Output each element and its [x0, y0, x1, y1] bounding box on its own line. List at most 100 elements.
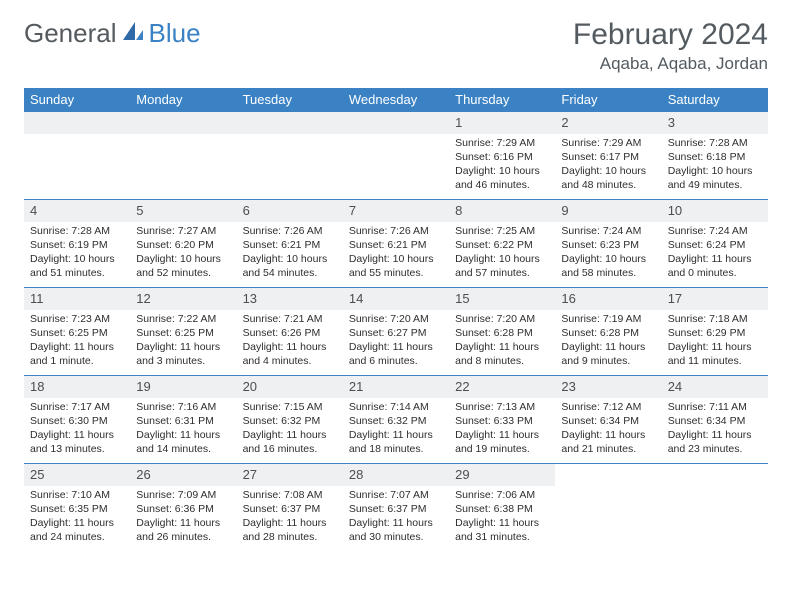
day-details: Sunrise: 7:18 AMSunset: 6:29 PMDaylight:… — [662, 310, 768, 373]
day-header: Monday — [130, 88, 236, 112]
day-number: 10 — [662, 200, 768, 222]
daylight-line: Daylight: 10 hours and 51 minutes. — [30, 252, 124, 280]
day-number: 11 — [24, 288, 130, 310]
sunset-line: Sunset: 6:29 PM — [668, 326, 762, 340]
sunrise-line: Sunrise: 7:20 AM — [349, 312, 443, 326]
sunset-line: Sunset: 6:32 PM — [243, 414, 337, 428]
sunset-line: Sunset: 6:35 PM — [30, 502, 124, 516]
day-details: Sunrise: 7:20 AMSunset: 6:28 PMDaylight:… — [449, 310, 555, 373]
daylight-line: Daylight: 11 hours and 24 minutes. — [30, 516, 124, 544]
calendar-week: 18Sunrise: 7:17 AMSunset: 6:30 PMDayligh… — [24, 376, 768, 464]
day-number: 24 — [662, 376, 768, 398]
daylight-line: Daylight: 10 hours and 55 minutes. — [349, 252, 443, 280]
daylight-line: Daylight: 11 hours and 23 minutes. — [668, 428, 762, 456]
sunrise-line: Sunrise: 7:24 AM — [668, 224, 762, 238]
day-number: 8 — [449, 200, 555, 222]
sunset-line: Sunset: 6:25 PM — [136, 326, 230, 340]
day-number: 18 — [24, 376, 130, 398]
sunset-line: Sunset: 6:27 PM — [349, 326, 443, 340]
day-number: 9 — [555, 200, 661, 222]
daylight-line: Daylight: 11 hours and 14 minutes. — [136, 428, 230, 456]
daylight-line: Daylight: 11 hours and 13 minutes. — [30, 428, 124, 456]
sunset-line: Sunset: 6:23 PM — [561, 238, 655, 252]
calendar-empty — [24, 112, 130, 200]
day-number: 21 — [343, 376, 449, 398]
sunrise-line: Sunrise: 7:26 AM — [349, 224, 443, 238]
day-number: 7 — [343, 200, 449, 222]
day-details: Sunrise: 7:13 AMSunset: 6:33 PMDaylight:… — [449, 398, 555, 461]
daylight-line: Daylight: 11 hours and 28 minutes. — [243, 516, 337, 544]
sunrise-line: Sunrise: 7:06 AM — [455, 488, 549, 502]
calendar-day: 19Sunrise: 7:16 AMSunset: 6:31 PMDayligh… — [130, 376, 236, 464]
day-number: 16 — [555, 288, 661, 310]
daylight-line: Daylight: 10 hours and 58 minutes. — [561, 252, 655, 280]
sunset-line: Sunset: 6:32 PM — [349, 414, 443, 428]
day-details: Sunrise: 7:26 AMSunset: 6:21 PMDaylight:… — [343, 222, 449, 285]
day-number: 26 — [130, 464, 236, 486]
daylight-line: Daylight: 11 hours and 16 minutes. — [243, 428, 337, 456]
sunset-line: Sunset: 6:34 PM — [561, 414, 655, 428]
sunset-line: Sunset: 6:31 PM — [136, 414, 230, 428]
calendar-week: 11Sunrise: 7:23 AMSunset: 6:25 PMDayligh… — [24, 288, 768, 376]
sunset-line: Sunset: 6:34 PM — [668, 414, 762, 428]
day-details: Sunrise: 7:08 AMSunset: 6:37 PMDaylight:… — [237, 486, 343, 549]
sunrise-line: Sunrise: 7:13 AM — [455, 400, 549, 414]
daylight-line: Daylight: 11 hours and 0 minutes. — [668, 252, 762, 280]
title-block: February 2024 Aqaba, Aqaba, Jordan — [573, 18, 768, 74]
sunrise-line: Sunrise: 7:15 AM — [243, 400, 337, 414]
day-number: 28 — [343, 464, 449, 486]
day-header: Tuesday — [237, 88, 343, 112]
day-details: Sunrise: 7:11 AMSunset: 6:34 PMDaylight:… — [662, 398, 768, 461]
daylight-line: Daylight: 11 hours and 26 minutes. — [136, 516, 230, 544]
calendar-day: 26Sunrise: 7:09 AMSunset: 6:36 PMDayligh… — [130, 464, 236, 552]
calendar-day: 18Sunrise: 7:17 AMSunset: 6:30 PMDayligh… — [24, 376, 130, 464]
sunrise-line: Sunrise: 7:21 AM — [243, 312, 337, 326]
calendar-week: 25Sunrise: 7:10 AMSunset: 6:35 PMDayligh… — [24, 464, 768, 552]
calendar-day: 4Sunrise: 7:28 AMSunset: 6:19 PMDaylight… — [24, 200, 130, 288]
day-details: Sunrise: 7:28 AMSunset: 6:19 PMDaylight:… — [24, 222, 130, 285]
day-details: Sunrise: 7:12 AMSunset: 6:34 PMDaylight:… — [555, 398, 661, 461]
daylight-line: Daylight: 11 hours and 11 minutes. — [668, 340, 762, 368]
calendar-day: 3Sunrise: 7:28 AMSunset: 6:18 PMDaylight… — [662, 112, 768, 200]
calendar-week: 1Sunrise: 7:29 AMSunset: 6:16 PMDaylight… — [24, 112, 768, 200]
sunrise-line: Sunrise: 7:17 AM — [30, 400, 124, 414]
day-number: 4 — [24, 200, 130, 222]
daylight-line: Daylight: 11 hours and 30 minutes. — [349, 516, 443, 544]
sunset-line: Sunset: 6:18 PM — [668, 150, 762, 164]
daylight-line: Daylight: 11 hours and 3 minutes. — [136, 340, 230, 368]
calendar-day: 8Sunrise: 7:25 AMSunset: 6:22 PMDaylight… — [449, 200, 555, 288]
header: General Blue February 2024 Aqaba, Aqaba,… — [24, 18, 768, 74]
calendar-empty — [343, 112, 449, 200]
sunrise-line: Sunrise: 7:29 AM — [455, 136, 549, 150]
calendar-day: 24Sunrise: 7:11 AMSunset: 6:34 PMDayligh… — [662, 376, 768, 464]
sunrise-line: Sunrise: 7:19 AM — [561, 312, 655, 326]
sunset-line: Sunset: 6:21 PM — [349, 238, 443, 252]
daylight-line: Daylight: 10 hours and 49 minutes. — [668, 164, 762, 192]
sunset-line: Sunset: 6:21 PM — [243, 238, 337, 252]
sunrise-line: Sunrise: 7:08 AM — [243, 488, 337, 502]
day-details: Sunrise: 7:17 AMSunset: 6:30 PMDaylight:… — [24, 398, 130, 461]
sunrise-line: Sunrise: 7:07 AM — [349, 488, 443, 502]
day-number: 13 — [237, 288, 343, 310]
day-number: 14 — [343, 288, 449, 310]
empty-daynum — [343, 112, 449, 134]
day-number: 1 — [449, 112, 555, 134]
calendar-day: 10Sunrise: 7:24 AMSunset: 6:24 PMDayligh… — [662, 200, 768, 288]
day-details: Sunrise: 7:20 AMSunset: 6:27 PMDaylight:… — [343, 310, 449, 373]
day-details: Sunrise: 7:28 AMSunset: 6:18 PMDaylight:… — [662, 134, 768, 197]
calendar-day: 13 Sunrise: 7:21 AMSunset: 6:26 PMDayligh… — [237, 288, 343, 376]
daylight-line: Daylight: 11 hours and 4 minutes. — [243, 340, 337, 368]
daylight-line: Daylight: 10 hours and 52 minutes. — [136, 252, 230, 280]
daylight-line: Daylight: 11 hours and 9 minutes. — [561, 340, 655, 368]
daylight-line: Daylight: 10 hours and 54 minutes. — [243, 252, 337, 280]
day-number: 15 — [449, 288, 555, 310]
sunset-line: Sunset: 6:26 PM — [243, 326, 337, 340]
sunset-line: Sunset: 6:20 PM — [136, 238, 230, 252]
day-details: Sunrise: 7:22 AMSunset: 6:25 PMDaylight:… — [130, 310, 236, 373]
sunset-line: Sunset: 6:33 PM — [455, 414, 549, 428]
sunset-line: Sunset: 6:28 PM — [561, 326, 655, 340]
calendar-day: 6Sunrise: 7:26 AMSunset: 6:21 PMDaylight… — [237, 200, 343, 288]
day-details: Sunrise: 7:14 AMSunset: 6:32 PMDaylight:… — [343, 398, 449, 461]
sunrise-line: Sunrise: 7:20 AM — [455, 312, 549, 326]
sunrise-line: Sunrise: 7:26 AM — [243, 224, 337, 238]
